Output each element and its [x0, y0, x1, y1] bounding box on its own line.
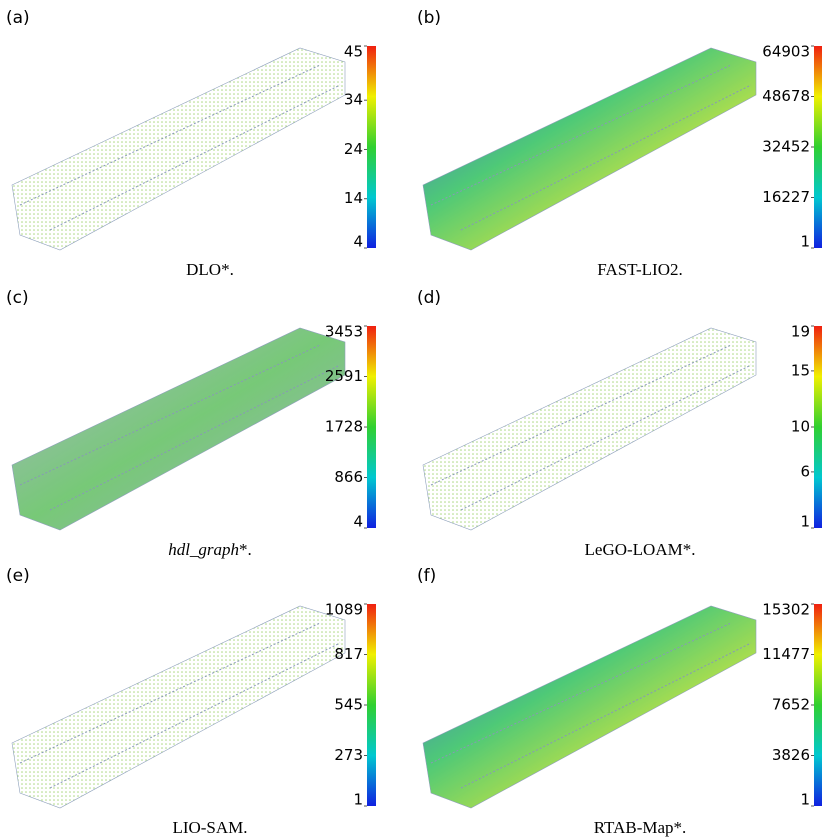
colorbar-tick-label: 817 [334, 645, 363, 663]
colorbar [367, 46, 376, 248]
cloud-body [423, 48, 756, 250]
colorbar-tick-label: 4 [353, 233, 363, 251]
colorbar-tick-label: 7652 [772, 695, 810, 713]
colorbar-tick-label: 24 [344, 140, 363, 158]
panel-label: (b) [417, 8, 441, 28]
panel: (a) 45 34 24 14 4 DLO*. [6, 8, 376, 279]
colorbar [814, 46, 822, 248]
colorbar-tick-label: 1 [353, 791, 363, 809]
point-cloud [12, 606, 345, 808]
colorbar [814, 326, 822, 528]
colorbar-tick-label: 273 [334, 746, 363, 764]
cloud-body [12, 48, 345, 250]
colorbar-tick-label: 14 [344, 189, 363, 207]
caption-run: LeGO-LOAM*. [585, 540, 696, 559]
colorbar-tick-label: 32452 [762, 138, 810, 156]
cloud-body [12, 328, 345, 530]
colorbar-tick-label: 16227 [762, 188, 810, 206]
cloud-body [423, 328, 756, 530]
colorbar-tick-label: 10 [791, 418, 810, 436]
figure: (a)453424144DLO*.(b)64903486783245216227… [0, 0, 822, 838]
panel: (c) 3453 2591 1728 866 4 hdl_graph*. [6, 288, 376, 559]
colorbar-tick-label: 545 [334, 696, 363, 714]
caption-run: LIO-SAM. [172, 818, 247, 837]
colorbar-tick-label: 45 [344, 43, 363, 61]
colorbar-tick-label: 48678 [762, 87, 810, 105]
colorbar-tick-label: 1728 [325, 418, 363, 436]
caption-run: *. [239, 540, 252, 559]
point-cloud [12, 48, 345, 250]
colorbar-tick-label: 34 [344, 91, 363, 109]
cloud-body [423, 606, 756, 808]
caption: FAST-LIO2. [597, 260, 682, 279]
colorbar-tick-label: 3453 [325, 323, 363, 341]
caption: LeGO-LOAM*. [585, 540, 696, 559]
colorbar-tick-label: 15302 [762, 601, 810, 619]
page: (a)453424144DLO*.(b)64903486783245216227… [0, 0, 822, 838]
colorbar-tick-label: 1089 [325, 601, 363, 619]
caption: DLO*. [186, 260, 234, 279]
colorbar-tick-label: 15 [791, 361, 810, 379]
colorbar-tick-label: 1 [800, 233, 810, 251]
caption: hdl_graph*. [168, 540, 252, 559]
caption-run: FAST-LIO2. [597, 260, 682, 279]
point-cloud [423, 328, 756, 530]
caption-run: hdl_graph [168, 540, 239, 559]
colorbar-tick-label: 64903 [762, 43, 810, 61]
point-cloud [12, 328, 345, 530]
colorbar-tick-label: 1 [800, 513, 810, 531]
caption: RTAB-Map*. [594, 818, 687, 837]
panel: (e) 1089 817 545 273 1 LIO-SAM. [6, 566, 376, 837]
colorbar-tick-label: 2591 [325, 367, 363, 385]
panel-label: (c) [6, 288, 29, 308]
panel-label: (e) [6, 566, 30, 586]
colorbar-tick-label: 19 [791, 323, 810, 341]
point-cloud [423, 606, 756, 808]
colorbar-tick-label: 6 [800, 462, 810, 480]
panel-label: (d) [417, 288, 441, 308]
panel-label: (a) [6, 8, 30, 28]
point-cloud [423, 48, 756, 250]
colorbar-tick-label: 866 [334, 468, 363, 486]
panel: (f) 15302 11477 7652 3826 1 RTAB-Map*. [417, 566, 822, 837]
caption-run: DLO*. [186, 260, 234, 279]
caption: LIO-SAM. [172, 818, 247, 837]
colorbar [367, 326, 376, 528]
panel-label: (f) [417, 566, 436, 586]
colorbar-tick-label: 3826 [772, 746, 810, 764]
colorbar-tick-label: 4 [353, 513, 363, 531]
caption-run: RTAB-Map*. [594, 818, 687, 837]
panel: (d) 19 15 10 6 1 LeGO-LOAM*. [417, 288, 822, 559]
cloud-body [12, 606, 345, 808]
colorbar [367, 604, 376, 806]
colorbar-tick-label: 11477 [762, 645, 810, 663]
colorbar-tick-label: 1 [800, 791, 810, 809]
panel: (b) 64903 48678 32452 16227 1 FAST-LIO2. [417, 8, 822, 279]
colorbar [814, 604, 822, 806]
